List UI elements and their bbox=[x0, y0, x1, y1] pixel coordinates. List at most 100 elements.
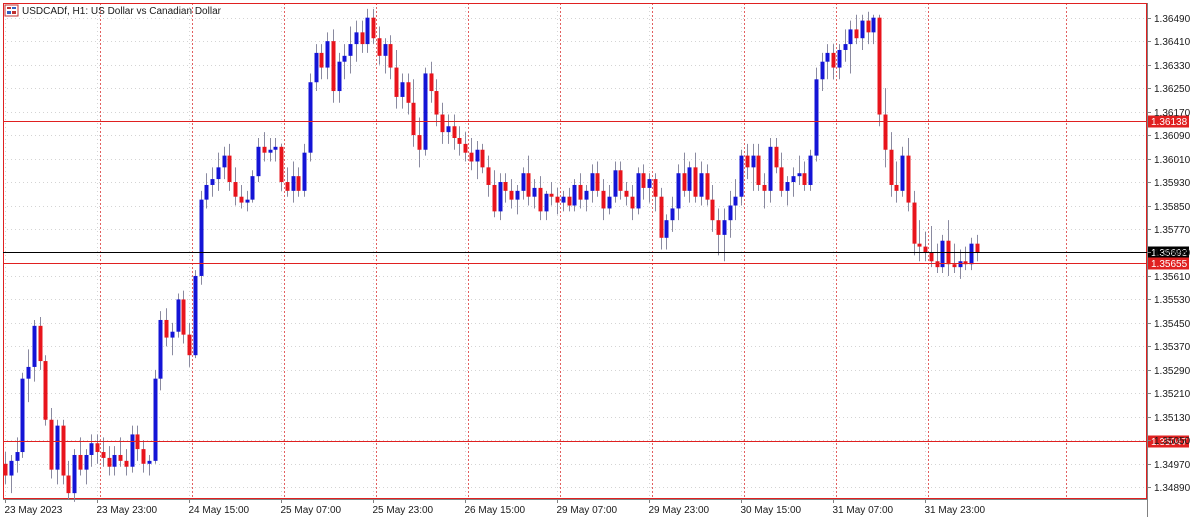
candle bbox=[314, 44, 319, 92]
y-tick-label: 1.36330 bbox=[1154, 61, 1191, 72]
candle bbox=[572, 179, 577, 212]
x-tick-label: 29 May 07:00 bbox=[557, 505, 618, 516]
candle-body-bull bbox=[900, 155, 905, 191]
y-tick-label: 1.34970 bbox=[1154, 460, 1191, 471]
candle bbox=[917, 220, 922, 262]
candle-body-bull bbox=[722, 220, 727, 235]
y-tick-label: 1.34890 bbox=[1154, 483, 1191, 494]
candle-body-bear bbox=[935, 261, 940, 268]
candle bbox=[900, 146, 905, 197]
candle-body-bull bbox=[112, 454, 117, 467]
candle-body-bull bbox=[561, 196, 566, 203]
candle-body-bull bbox=[204, 184, 209, 200]
candle-body-bear bbox=[118, 454, 123, 461]
candle-body-bear bbox=[762, 184, 767, 191]
candle bbox=[302, 143, 307, 197]
candle bbox=[233, 167, 238, 206]
candle-body-bear bbox=[854, 29, 859, 39]
candle-body-bull bbox=[871, 17, 876, 33]
candle bbox=[699, 161, 704, 206]
candle bbox=[383, 38, 388, 74]
candle-body-bull bbox=[342, 55, 347, 62]
horizontal-level[interactable]: 1.36138 bbox=[3, 115, 1189, 129]
candle bbox=[733, 179, 738, 221]
candle-body-bear bbox=[578, 184, 583, 200]
candle bbox=[802, 161, 807, 191]
candle bbox=[360, 20, 365, 53]
horizontal-level[interactable]: 1.35047 bbox=[3, 435, 1189, 449]
candle bbox=[32, 319, 37, 382]
candle-body-bear bbox=[975, 243, 980, 253]
candle bbox=[756, 143, 761, 191]
candle-body-bear bbox=[239, 196, 244, 203]
candle bbox=[256, 138, 261, 183]
candle-body-bull bbox=[733, 196, 738, 206]
candle-body-bull bbox=[176, 299, 181, 332]
y-tick-label: 1.35210 bbox=[1154, 389, 1191, 400]
candle-body-bull bbox=[268, 149, 273, 153]
candle bbox=[245, 190, 250, 212]
candle-body-bear bbox=[492, 184, 497, 212]
candle-body-bull bbox=[664, 220, 669, 238]
x-tick-label: 30 May 15:00 bbox=[741, 505, 802, 516]
level-tag-label: 1.35655 bbox=[1151, 259, 1188, 270]
candle-body-bull bbox=[613, 170, 618, 197]
candle bbox=[222, 146, 227, 180]
candle-body-bear bbox=[877, 17, 882, 115]
candle bbox=[590, 164, 595, 203]
candle bbox=[808, 149, 813, 191]
candle bbox=[854, 14, 859, 45]
candle bbox=[532, 179, 537, 209]
candle bbox=[779, 152, 784, 197]
candle-body-bear bbox=[802, 173, 807, 185]
candle bbox=[745, 143, 750, 180]
y-tick-label: 1.35130 bbox=[1154, 413, 1191, 424]
candle bbox=[204, 173, 209, 209]
candle-body-bull bbox=[325, 41, 330, 68]
candle-body-bull bbox=[584, 190, 589, 200]
candle bbox=[452, 114, 457, 150]
candle-body-bear bbox=[440, 114, 445, 133]
candle bbox=[337, 52, 342, 103]
candle-body-bear bbox=[756, 155, 761, 185]
candle bbox=[492, 170, 497, 218]
candle bbox=[785, 176, 790, 206]
candle bbox=[958, 249, 963, 279]
candle-body-bear bbox=[509, 190, 514, 200]
candle bbox=[124, 449, 129, 476]
horizontal-level[interactable]: 1.35655 bbox=[3, 257, 1189, 271]
candle-body-bear bbox=[279, 146, 284, 183]
candle bbox=[567, 187, 572, 212]
candle bbox=[877, 14, 882, 127]
candle-body-bull bbox=[55, 425, 60, 470]
candle bbox=[584, 184, 589, 212]
candle bbox=[866, 11, 871, 45]
candle-body-bull bbox=[969, 243, 974, 265]
candle-body-bull bbox=[670, 208, 675, 221]
candle bbox=[9, 454, 14, 494]
candle bbox=[561, 190, 566, 212]
candle-body-bull bbox=[337, 61, 342, 92]
candle-body-bull bbox=[210, 179, 215, 185]
candle-body-bear bbox=[906, 155, 911, 203]
candle-body-bear bbox=[296, 176, 301, 191]
candle-body-bull bbox=[797, 173, 802, 177]
candle-body-bear bbox=[429, 73, 434, 92]
candle-body-bear bbox=[883, 114, 888, 150]
candle bbox=[894, 161, 899, 203]
candle bbox=[411, 79, 416, 147]
candle-body-bull bbox=[676, 173, 681, 209]
candle-body-bear bbox=[779, 167, 784, 191]
candle bbox=[365, 8, 370, 53]
candle bbox=[457, 126, 462, 156]
candle bbox=[860, 14, 865, 50]
candle bbox=[705, 164, 710, 206]
candle bbox=[475, 140, 480, 180]
candle-body-bear bbox=[181, 299, 186, 335]
y-tick-label: 1.36090 bbox=[1154, 131, 1191, 142]
y-tick-label: 1.35370 bbox=[1154, 342, 1191, 353]
candle bbox=[423, 67, 428, 156]
bid-price-level[interactable]: 1.35692 bbox=[3, 246, 1189, 260]
